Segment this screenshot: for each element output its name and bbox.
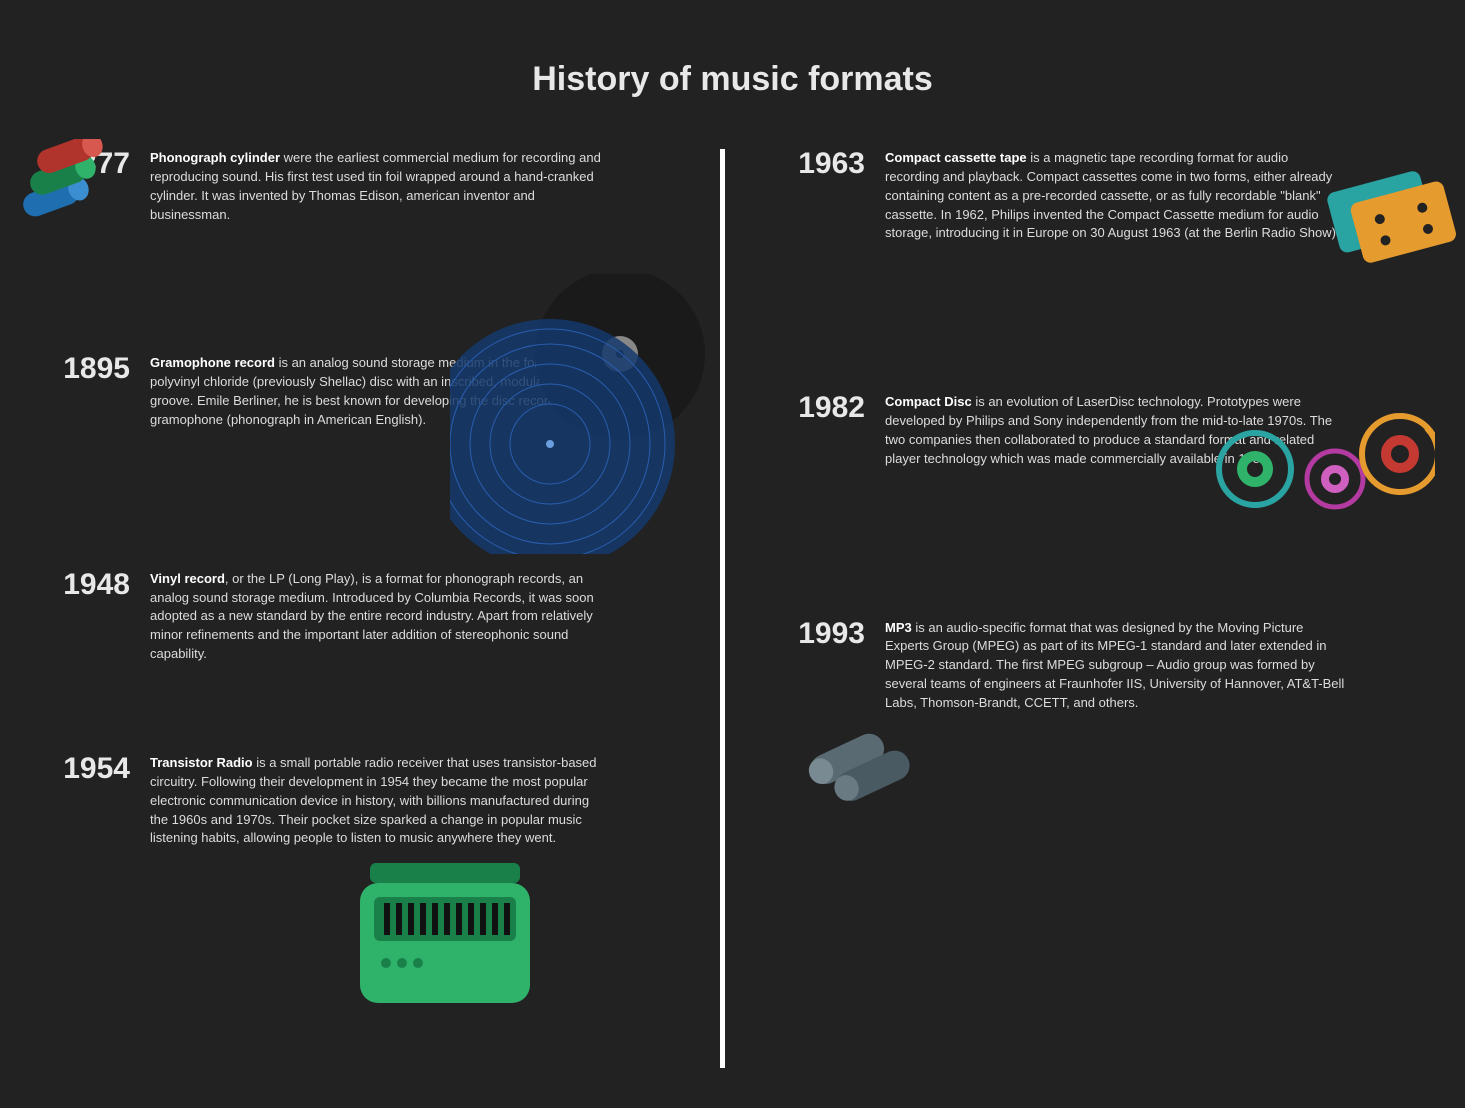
entry-1993: 1993 MP3 is an audio-specific format tha… (785, 619, 1415, 713)
gramophone-record-icon (450, 274, 730, 559)
year-1948: 1948 (50, 570, 150, 664)
page-title: History of music formats (50, 60, 1415, 99)
transistor-radio-icon (350, 853, 540, 1028)
year-1982: 1982 (785, 393, 885, 468)
year-1963: 1963 (785, 149, 885, 243)
right-column: 1963 Compact cassette tape is a magnetic… (735, 149, 1415, 1068)
year-1954: 1954 (50, 754, 150, 848)
year-1895: 1895 (50, 354, 150, 429)
desc-1993: MP3 is an audio-specific format that was… (885, 619, 1345, 713)
desc-1954: Transistor Radio is a small portable rad… (150, 754, 610, 848)
entry-1877: 1877 Phonograph cylinder were the earlie… (50, 149, 680, 224)
entry-1954: 1954 Transistor Radio is a small portabl… (50, 754, 680, 848)
desc-1963: Compact cassette tape is a magnetic tape… (885, 149, 1345, 243)
entry-1948: 1948 Vinyl record, or the LP (Long Play)… (50, 570, 680, 664)
phonograph-cylinder-icon (10, 139, 120, 234)
year-1993: 1993 (785, 619, 885, 713)
desc-1948: Vinyl record, or the LP (Long Play), is … (150, 570, 610, 664)
desc-1877: Phonograph cylinder were the earliest co… (150, 149, 610, 224)
entry-1895: 1895 Gramophone record is an analog soun… (50, 354, 680, 429)
compact-disc-icon (1205, 404, 1435, 529)
left-column: 1877 Phonograph cylinder were the earlie… (50, 149, 710, 1068)
mp3-icon (785, 728, 925, 823)
cassette-tape-icon (1325, 159, 1465, 274)
entry-1982: 1982 Compact Disc is an evolution of Las… (785, 393, 1415, 468)
timeline-columns: 1877 Phonograph cylinder were the earlie… (50, 149, 1415, 1068)
entry-1963: 1963 Compact cassette tape is a magnetic… (785, 149, 1415, 243)
